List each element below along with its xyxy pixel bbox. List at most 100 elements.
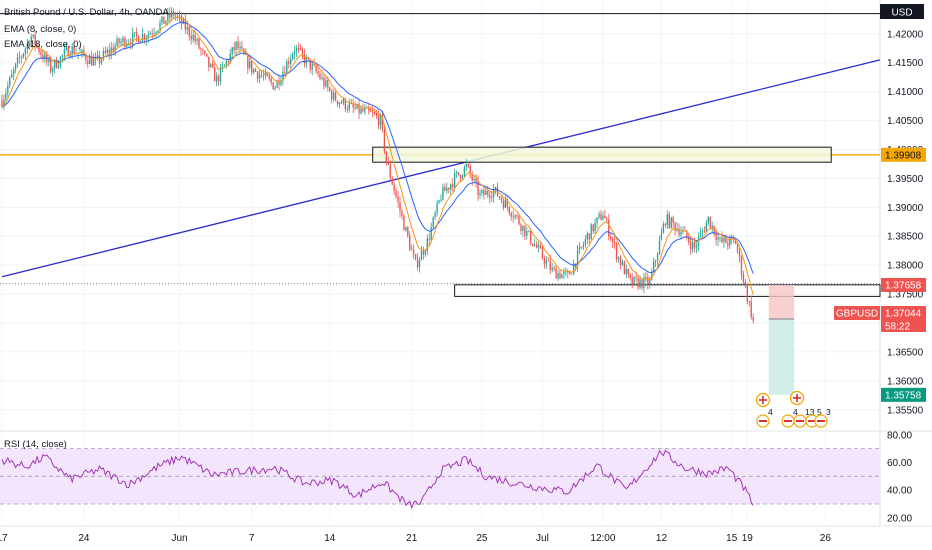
candle-body bbox=[92, 59, 95, 66]
candle-body bbox=[334, 92, 337, 101]
candle-body bbox=[553, 267, 555, 269]
candle-body bbox=[561, 274, 563, 279]
candle-body bbox=[286, 61, 288, 74]
candle-body bbox=[658, 240, 661, 255]
candle-body bbox=[176, 15, 179, 17]
candle-body bbox=[557, 272, 559, 279]
candle-body bbox=[588, 233, 590, 240]
currency-badge[interactable] bbox=[880, 4, 924, 19]
candle-body bbox=[647, 277, 649, 285]
price-tick-label: 1.37500 bbox=[887, 290, 924, 301]
candle-body bbox=[108, 49, 110, 54]
candle-body bbox=[690, 242, 692, 250]
candle-body bbox=[288, 61, 290, 64]
candle-body bbox=[627, 268, 629, 275]
candle-body bbox=[120, 41, 122, 44]
rsi-tick-label: 60.00 bbox=[887, 458, 912, 469]
resistance-zone[interactable] bbox=[372, 146, 832, 163]
support-zone[interactable] bbox=[454, 284, 881, 297]
zones-group[interactable] bbox=[372, 146, 881, 297]
candle-body bbox=[235, 41, 237, 51]
candle-body bbox=[379, 114, 382, 126]
candle-body bbox=[364, 108, 366, 112]
candle-body bbox=[202, 50, 204, 51]
candle-body bbox=[167, 12, 169, 21]
candle-body bbox=[251, 60, 253, 73]
rising-trendline[interactable] bbox=[1, 59, 881, 278]
candle-body bbox=[213, 67, 216, 82]
candle-body bbox=[551, 267, 553, 271]
position-tool[interactable] bbox=[768, 284, 795, 395]
candle-body bbox=[67, 47, 69, 57]
candle-body bbox=[26, 43, 28, 49]
candle-body bbox=[563, 271, 565, 275]
candle-body bbox=[165, 20, 167, 24]
symbol-price-tag[interactable] bbox=[834, 306, 880, 320]
candle-body bbox=[249, 60, 251, 69]
candle-body bbox=[24, 48, 27, 54]
candle-body bbox=[297, 48, 300, 49]
price-label-target-text: 1.35758 bbox=[885, 390, 922, 401]
candle-body bbox=[580, 246, 583, 248]
candle-body bbox=[428, 238, 430, 240]
ema-group bbox=[1, 16, 754, 296]
candle-body bbox=[483, 189, 485, 195]
candle-body bbox=[539, 245, 542, 249]
candle-body bbox=[192, 34, 194, 40]
candle-body bbox=[50, 59, 52, 72]
candle-body bbox=[637, 277, 639, 288]
candle-body bbox=[748, 301, 750, 302]
candle-body bbox=[500, 198, 503, 201]
candle-body bbox=[446, 187, 448, 192]
candle-body bbox=[444, 186, 446, 192]
candle-body bbox=[709, 216, 711, 228]
take-profit-zone[interactable] bbox=[768, 319, 795, 395]
candle-body bbox=[693, 241, 696, 248]
candle-body bbox=[711, 225, 713, 228]
candle-body bbox=[391, 177, 393, 185]
symbol-tag-label: GBPUSD bbox=[836, 309, 878, 320]
candle-body bbox=[53, 59, 56, 69]
bar-countdown: 58:22 bbox=[885, 322, 910, 333]
candle-body bbox=[20, 56, 23, 59]
candle-body bbox=[307, 57, 309, 60]
candle-body bbox=[604, 215, 606, 219]
candle-body bbox=[424, 251, 427, 255]
event-markers[interactable]: 4 4 13 5 3 bbox=[755, 390, 832, 428]
candle-body bbox=[126, 43, 128, 47]
candle-body bbox=[229, 54, 231, 63]
candle-body bbox=[309, 59, 311, 70]
candle-body bbox=[643, 276, 645, 288]
time-tick-label: 12:00 bbox=[590, 533, 615, 544]
candle-body bbox=[715, 234, 717, 240]
candle-body bbox=[625, 268, 628, 275]
candle-body bbox=[260, 74, 263, 76]
candle-body bbox=[128, 42, 130, 44]
candle-body bbox=[1, 100, 3, 107]
candle-body bbox=[194, 34, 196, 42]
candle-body bbox=[532, 243, 534, 246]
candle-body bbox=[5, 93, 7, 100]
candle-body bbox=[331, 90, 333, 100]
candle-body bbox=[401, 211, 403, 216]
candle-body bbox=[457, 172, 460, 175]
candle-body bbox=[169, 12, 171, 18]
candle-body bbox=[370, 110, 372, 112]
candle-body bbox=[12, 69, 15, 75]
candle-body bbox=[284, 72, 286, 74]
candle-body bbox=[143, 34, 146, 40]
candle-body bbox=[514, 215, 516, 218]
candle-body bbox=[299, 48, 302, 50]
candle-body bbox=[172, 11, 175, 16]
candle-body bbox=[317, 71, 319, 74]
candle-body bbox=[118, 38, 120, 44]
candle-body bbox=[104, 51, 107, 53]
candle-body bbox=[178, 15, 181, 17]
candle-body bbox=[387, 161, 389, 165]
candle-body bbox=[666, 214, 668, 225]
stop-loss-zone[interactable] bbox=[768, 284, 795, 320]
candle-body bbox=[594, 222, 596, 232]
candle-body bbox=[377, 116, 380, 126]
candle-body bbox=[621, 261, 624, 266]
